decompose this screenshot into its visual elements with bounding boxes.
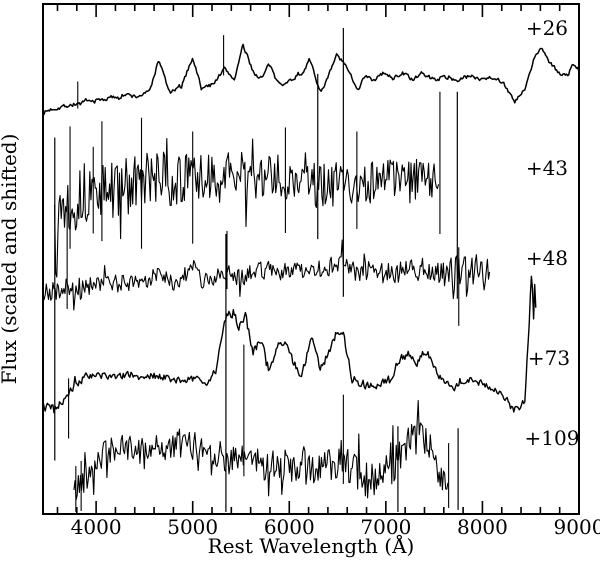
- spectrum-spikes-+43: [69, 91, 441, 249]
- x-tick-label: 8000: [457, 515, 508, 539]
- x-tick-label: 5000: [167, 515, 218, 539]
- spectrum-trace-+43: [54, 137, 440, 278]
- x-tick-label: 9000: [554, 515, 600, 539]
- x-axis-title: Rest Wavelength (Å): [208, 533, 415, 558]
- epoch-label-+73: +73: [528, 346, 570, 370]
- epoch-label-+109: +109: [524, 426, 579, 450]
- x-tick-label: 7000: [360, 515, 411, 539]
- y-axis-title: Flux (scaled and shifted): [0, 134, 21, 385]
- x-tick-label: 4000: [71, 515, 122, 539]
- epoch-label-+48: +48: [526, 246, 568, 270]
- plot-frame: [42, 3, 580, 515]
- spectrum-trace-+109: [73, 400, 449, 501]
- epoch-label-+43: +43: [526, 156, 568, 180]
- x-tick-label: 6000: [264, 515, 315, 539]
- spectrum-trace-+48: [44, 239, 491, 311]
- spectrum-trace-+73: [44, 275, 537, 414]
- axis-ticks: [56, 4, 580, 514]
- spectrum-spikes-+48: [66, 204, 460, 326]
- spectrum-spikes-+109: [75, 344, 450, 512]
- epoch-label-+26: +26: [526, 16, 568, 40]
- spectrum-spikes-+26: [77, 35, 225, 109]
- spectrum-trace-+26: [44, 43, 578, 115]
